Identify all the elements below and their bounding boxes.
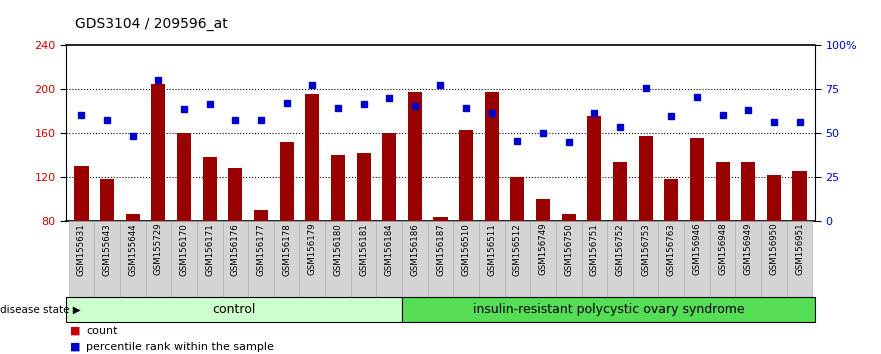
Text: disease state ▶: disease state ▶ bbox=[0, 304, 81, 314]
Bar bbox=[203, 157, 217, 221]
Bar bbox=[254, 210, 268, 221]
Text: GSM155643: GSM155643 bbox=[102, 223, 112, 275]
Bar bbox=[427, 221, 454, 297]
Text: GSM156950: GSM156950 bbox=[769, 223, 779, 275]
Text: control: control bbox=[212, 303, 255, 316]
Text: insulin-resistant polycystic ovary syndrome: insulin-resistant polycystic ovary syndr… bbox=[473, 303, 744, 316]
Bar bbox=[357, 153, 371, 221]
Bar bbox=[562, 214, 576, 221]
Bar bbox=[459, 130, 473, 221]
Bar bbox=[741, 162, 755, 221]
Text: GSM156180: GSM156180 bbox=[333, 223, 343, 275]
Bar bbox=[639, 136, 653, 221]
Bar bbox=[351, 221, 376, 297]
Text: GSM156179: GSM156179 bbox=[307, 223, 317, 275]
Bar bbox=[376, 221, 402, 297]
Text: GSM156184: GSM156184 bbox=[385, 223, 394, 275]
Text: GSM155644: GSM155644 bbox=[129, 223, 137, 275]
Bar bbox=[433, 217, 448, 221]
Text: GSM156752: GSM156752 bbox=[616, 223, 625, 275]
Bar bbox=[710, 221, 736, 297]
Bar bbox=[530, 221, 556, 297]
Bar bbox=[145, 221, 171, 297]
Bar bbox=[479, 221, 505, 297]
Bar bbox=[152, 84, 166, 221]
Bar bbox=[787, 221, 812, 297]
Bar bbox=[126, 214, 140, 221]
Bar bbox=[248, 221, 274, 297]
Bar bbox=[325, 221, 351, 297]
Bar bbox=[613, 162, 627, 221]
Bar bbox=[588, 116, 602, 221]
Text: GSM156170: GSM156170 bbox=[180, 223, 189, 275]
Bar bbox=[658, 221, 685, 297]
Text: GSM156510: GSM156510 bbox=[462, 223, 470, 275]
Bar bbox=[510, 177, 524, 221]
Bar bbox=[581, 221, 607, 297]
Text: ■: ■ bbox=[70, 342, 81, 352]
Bar bbox=[536, 199, 550, 221]
Bar bbox=[305, 93, 319, 221]
Bar bbox=[793, 171, 807, 221]
Text: GSM156753: GSM156753 bbox=[641, 223, 650, 275]
Bar bbox=[485, 92, 499, 221]
Bar bbox=[402, 221, 427, 297]
Bar bbox=[177, 133, 191, 221]
Bar bbox=[664, 179, 678, 221]
Bar bbox=[505, 221, 530, 297]
Bar bbox=[331, 155, 345, 221]
Text: GSM156181: GSM156181 bbox=[359, 223, 368, 275]
Text: GSM156511: GSM156511 bbox=[487, 223, 496, 275]
Bar bbox=[279, 142, 293, 221]
Bar bbox=[171, 221, 196, 297]
Text: GSM156177: GSM156177 bbox=[256, 223, 265, 275]
Bar bbox=[274, 221, 300, 297]
Bar bbox=[300, 221, 325, 297]
Text: GSM156949: GSM156949 bbox=[744, 223, 752, 275]
Bar bbox=[223, 221, 248, 297]
Text: ■: ■ bbox=[70, 326, 81, 336]
Text: GSM156763: GSM156763 bbox=[667, 223, 676, 275]
Text: GSM156946: GSM156946 bbox=[692, 223, 701, 275]
Bar bbox=[94, 221, 120, 297]
Text: GSM155729: GSM155729 bbox=[154, 223, 163, 275]
Text: GSM156749: GSM156749 bbox=[538, 223, 548, 275]
Bar bbox=[685, 221, 710, 297]
Bar bbox=[408, 92, 422, 221]
Bar bbox=[120, 221, 145, 297]
Text: GSM156750: GSM156750 bbox=[564, 223, 574, 275]
Bar bbox=[556, 221, 581, 297]
Bar bbox=[228, 168, 242, 221]
Text: GSM156751: GSM156751 bbox=[590, 223, 599, 275]
Bar bbox=[633, 221, 658, 297]
Bar bbox=[66, 297, 402, 322]
Bar bbox=[736, 221, 761, 297]
Text: GSM156186: GSM156186 bbox=[411, 223, 419, 275]
Text: GSM156187: GSM156187 bbox=[436, 223, 445, 275]
Bar bbox=[607, 221, 633, 297]
Text: GSM156171: GSM156171 bbox=[205, 223, 214, 275]
Bar bbox=[100, 179, 115, 221]
Text: count: count bbox=[86, 326, 118, 336]
Text: GSM156948: GSM156948 bbox=[718, 223, 727, 275]
Bar bbox=[766, 175, 781, 221]
Text: GSM156512: GSM156512 bbox=[513, 223, 522, 275]
Text: GSM156176: GSM156176 bbox=[231, 223, 240, 275]
Bar bbox=[761, 221, 787, 297]
Bar bbox=[196, 221, 223, 297]
Text: GDS3104 / 209596_at: GDS3104 / 209596_at bbox=[75, 17, 227, 31]
Bar bbox=[402, 297, 815, 322]
Bar bbox=[74, 166, 88, 221]
Bar bbox=[69, 221, 94, 297]
Text: GSM156178: GSM156178 bbox=[282, 223, 291, 275]
Bar bbox=[454, 221, 479, 297]
Text: percentile rank within the sample: percentile rank within the sample bbox=[86, 342, 274, 352]
Bar bbox=[715, 162, 729, 221]
Text: GSM155631: GSM155631 bbox=[77, 223, 86, 275]
Bar bbox=[382, 133, 396, 221]
Bar bbox=[690, 138, 704, 221]
Text: GSM156951: GSM156951 bbox=[795, 223, 804, 275]
